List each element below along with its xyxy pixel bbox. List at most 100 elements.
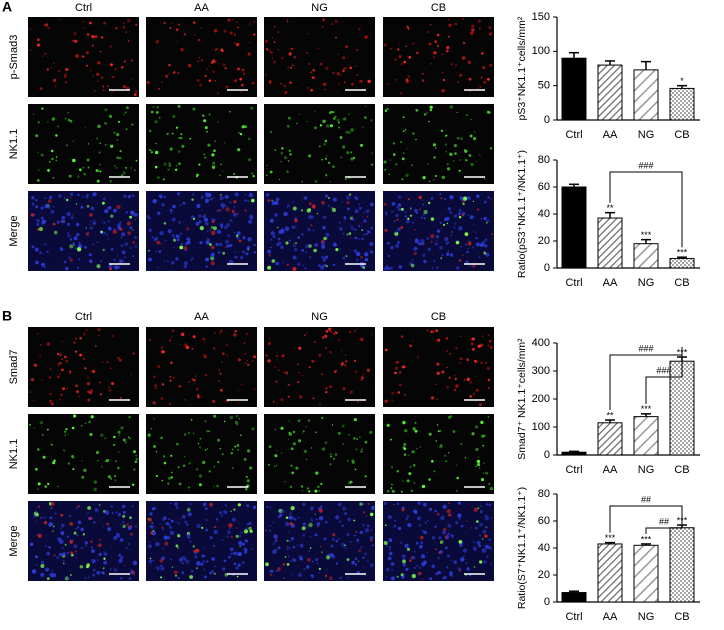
cell-dot (437, 338, 441, 342)
cell-dot (113, 208, 117, 213)
cell-dot (114, 259, 116, 261)
cell-dot (204, 420, 207, 423)
cell-dot (427, 31, 430, 33)
y-tick-label: 50 (538, 80, 550, 92)
cell-dot (104, 437, 107, 440)
cell-dot (269, 570, 272, 573)
cell-dot (163, 21, 166, 25)
cell-dot (428, 106, 431, 109)
cell-dot (110, 214, 114, 218)
cell-dot (90, 415, 94, 419)
cell-dot (130, 167, 132, 169)
cell-dot (440, 227, 443, 229)
cell-dot (479, 154, 481, 156)
significance-bracket (645, 515, 683, 534)
cell-dot (308, 63, 311, 65)
cell-dot (307, 33, 309, 35)
cell-dot (181, 556, 186, 560)
cell-dot (434, 40, 438, 44)
micrograph (28, 414, 139, 494)
cell-dot (299, 557, 303, 561)
cell-dot (415, 138, 417, 141)
cell-dot (321, 244, 326, 249)
cell-dot (94, 345, 97, 347)
cell-dot (318, 508, 323, 513)
cell-dot (487, 77, 490, 81)
cell-dot (435, 572, 439, 576)
cell-dot (463, 148, 466, 151)
cell-dot (125, 211, 128, 214)
cell-dot (487, 196, 490, 199)
cell-dot (148, 257, 152, 262)
cell-dot (57, 362, 61, 366)
cell-dot (473, 541, 475, 543)
cell-dot (89, 213, 93, 217)
cell-dot (169, 525, 173, 529)
cell-dot (70, 553, 74, 557)
cell-dot (324, 520, 328, 524)
cell-dot (202, 215, 206, 219)
error-bar (569, 450, 579, 453)
cell-dot (318, 264, 321, 267)
cell-dot (203, 119, 207, 123)
cell-dot (202, 114, 205, 117)
cell-dot (122, 171, 126, 175)
cell-dot (184, 456, 186, 458)
cell-dot (490, 517, 492, 519)
cell-dot (369, 250, 372, 253)
cell-dot (384, 399, 388, 403)
cell-dot (40, 572, 45, 577)
cell-dot (436, 512, 440, 516)
cell-dot (391, 392, 394, 395)
cell-dot (249, 214, 254, 219)
cell-dot (434, 509, 438, 513)
cell-dot (488, 339, 492, 343)
cell-dot (162, 528, 165, 531)
cell-dot (287, 66, 289, 69)
cell-dot (458, 209, 462, 213)
cell-dot (362, 567, 365, 569)
cell-dot (456, 476, 460, 480)
cell-dot (324, 441, 328, 445)
cell-dot (47, 482, 50, 485)
cell-dot (321, 241, 325, 246)
cell-dot (287, 124, 290, 128)
cell-dot (289, 540, 291, 542)
cell-dot (205, 213, 207, 216)
cell-dot (293, 56, 296, 59)
cell-dot (359, 79, 363, 83)
cell-dot (169, 375, 172, 378)
cell-dot (92, 573, 96, 577)
cell-dot (213, 466, 216, 468)
cell-dot (234, 330, 237, 333)
cell-dot (403, 393, 406, 396)
cell-dot (236, 212, 239, 215)
cell-dot (240, 90, 243, 93)
cell-dot (211, 220, 215, 224)
cell-dot (281, 354, 285, 358)
cell-dot (217, 121, 219, 123)
cell-dot (284, 91, 288, 95)
cell-dot (91, 196, 93, 198)
cell-dot (455, 23, 458, 26)
cell-dot (397, 195, 402, 199)
cell-dot (386, 423, 390, 427)
cell-dot (288, 431, 291, 434)
cell-dot (358, 28, 361, 31)
cell-dot (212, 70, 215, 73)
cell-dot (446, 566, 449, 569)
cell-dot (253, 33, 256, 36)
cell-dot (83, 172, 87, 176)
significance-mark: *** (641, 404, 652, 414)
cell-dot (402, 420, 406, 425)
cell-dot (150, 110, 154, 114)
cell-dot (405, 567, 409, 571)
cell-dot (52, 530, 54, 532)
cell-dot (343, 217, 347, 221)
x-tick-label: Ctrl (565, 129, 582, 141)
cell-dot (410, 263, 415, 268)
micrograph-bg (28, 327, 139, 407)
cell-dot (283, 371, 286, 374)
cell-dot (458, 212, 461, 216)
cell-dot (65, 266, 69, 271)
